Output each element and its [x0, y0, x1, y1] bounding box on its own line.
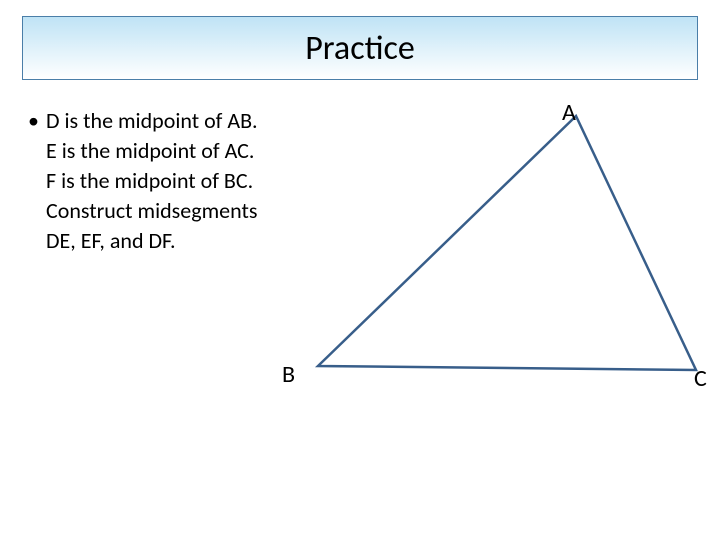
- triangle-diagram: [300, 90, 720, 410]
- body-line: DE, EF, and DF.: [46, 226, 258, 256]
- vertex-label-c: C: [694, 364, 707, 393]
- body-line: F is the midpoint of BC.: [46, 166, 258, 196]
- title-box: Practice: [22, 16, 698, 80]
- vertex-label-a: A: [562, 98, 576, 127]
- triangle-shape: [318, 116, 696, 370]
- body-line: E is the midpoint of AC.: [46, 136, 258, 166]
- bullet-lines: D is the midpoint of AB. E is the midpoi…: [46, 106, 258, 256]
- slide-title: Practice: [305, 28, 415, 69]
- vertex-label-b: B: [282, 360, 295, 389]
- body-line: Construct midsegments: [46, 196, 258, 226]
- body-line: D is the midpoint of AB.: [46, 106, 258, 136]
- slide: Practice • D is the midpoint of AB. E is…: [0, 0, 720, 540]
- bullet-marker: •: [28, 106, 46, 136]
